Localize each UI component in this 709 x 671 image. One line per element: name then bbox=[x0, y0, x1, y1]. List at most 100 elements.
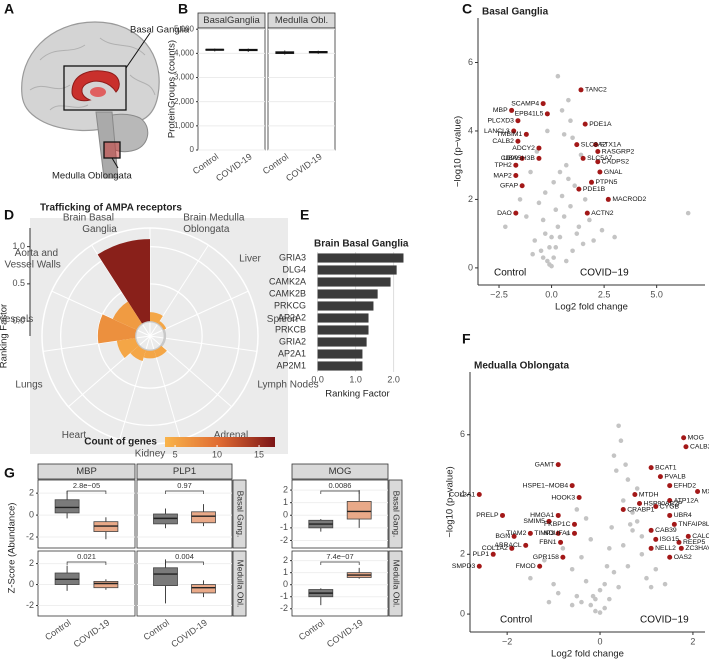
panel-letter: G bbox=[4, 465, 15, 481]
point bbox=[580, 241, 586, 247]
box bbox=[191, 511, 216, 524]
box bbox=[93, 581, 119, 589]
point bbox=[653, 566, 659, 572]
bar bbox=[317, 325, 369, 335]
y-tick-label: 1 bbox=[283, 567, 288, 577]
gene-label: BGN bbox=[495, 533, 510, 540]
point bbox=[648, 584, 654, 590]
bar bbox=[317, 253, 404, 263]
significant-point bbox=[681, 435, 687, 441]
gene-label: MACROD2 bbox=[612, 196, 646, 203]
y-tick-label: 0 bbox=[283, 510, 288, 520]
y-tick-label: 0 bbox=[29, 509, 34, 519]
category-label: PRKCG bbox=[274, 300, 306, 310]
significance-bracket bbox=[66, 490, 107, 494]
significant-point bbox=[540, 101, 546, 107]
point bbox=[616, 423, 621, 429]
y-axis-title: Z-Score (Abundance) bbox=[7, 503, 18, 594]
x-tick-label: 0 bbox=[598, 636, 603, 646]
colorbar-tick-label: 15 bbox=[254, 449, 264, 459]
category-label: Lymph Nodes bbox=[257, 380, 318, 391]
point bbox=[612, 234, 617, 240]
gene-label: ISG15 bbox=[660, 536, 679, 543]
significant-point bbox=[685, 533, 691, 539]
gene-label: MOG bbox=[688, 435, 704, 442]
significant-point bbox=[558, 539, 564, 545]
gene-label: GAMT bbox=[535, 461, 555, 468]
point bbox=[616, 584, 621, 590]
point bbox=[542, 190, 548, 195]
box bbox=[153, 567, 178, 586]
significant-point bbox=[511, 533, 517, 539]
point bbox=[587, 217, 592, 223]
bar bbox=[317, 277, 391, 287]
gene-label: CRABP1 bbox=[627, 506, 654, 513]
significant-point bbox=[519, 155, 525, 161]
category-label: PRKCB bbox=[275, 324, 306, 334]
leader-line bbox=[125, 32, 151, 69]
y-tick-label: 1,000 bbox=[174, 121, 195, 130]
panel-letter: B bbox=[178, 1, 188, 17]
significant-point bbox=[515, 118, 521, 124]
significant-point bbox=[676, 539, 682, 545]
bar bbox=[317, 265, 397, 275]
bar bbox=[317, 361, 363, 371]
p-value-label: 7.4e−07 bbox=[326, 552, 353, 561]
polar-bar bbox=[130, 345, 146, 362]
point bbox=[599, 227, 605, 233]
y-axis-title: ProteinGroups (counts) bbox=[167, 40, 178, 138]
gene-label: TMBIM1 bbox=[497, 131, 523, 138]
colorbar bbox=[165, 437, 275, 447]
basal-ganglia-region bbox=[71, 70, 120, 102]
highlight-box bbox=[103, 141, 121, 159]
chart-title: Brain Basal Ganglia bbox=[314, 239, 409, 250]
gene-label: FBN1 bbox=[539, 539, 557, 546]
point bbox=[532, 238, 538, 243]
gene-label: MBP bbox=[493, 107, 508, 114]
gene-label: TIMP3 bbox=[534, 530, 554, 537]
point bbox=[555, 224, 561, 230]
significant-point bbox=[678, 545, 684, 551]
gene-label: DAO bbox=[497, 210, 512, 217]
gene-label: FKBP1C bbox=[544, 521, 571, 528]
significant-point bbox=[555, 530, 561, 536]
point bbox=[604, 563, 610, 569]
y-tick-label: 1.0 bbox=[12, 241, 25, 251]
significance-bracket bbox=[165, 561, 204, 565]
point bbox=[574, 507, 580, 512]
point bbox=[572, 183, 577, 189]
point bbox=[569, 566, 575, 572]
gene-label: PLCXD3 bbox=[487, 117, 514, 124]
point bbox=[630, 510, 635, 515]
x-tick-label: 2 bbox=[690, 636, 695, 646]
gene-label: SLC8A2 bbox=[581, 141, 607, 148]
x-tick-label: 0.0 bbox=[311, 374, 324, 384]
point bbox=[553, 207, 559, 212]
point bbox=[561, 214, 567, 219]
facet-label: BasalGanglia bbox=[203, 15, 260, 26]
significant-point bbox=[589, 179, 594, 185]
gene-label: CADPS2 bbox=[602, 159, 629, 166]
significant-point bbox=[536, 155, 542, 161]
gene-label: LANCL3 bbox=[484, 128, 510, 135]
point bbox=[574, 593, 580, 599]
gene-label: CALB2 bbox=[690, 444, 709, 451]
polar-bar bbox=[150, 312, 163, 324]
point bbox=[662, 581, 668, 587]
category-label: Aorta and Vessel Walls bbox=[4, 248, 60, 271]
point bbox=[582, 197, 588, 202]
illustration-label: Basal Ganglia bbox=[130, 25, 190, 36]
gene-label: CD99 bbox=[501, 155, 519, 162]
y-tick-label: -2 bbox=[26, 600, 34, 610]
x-tick-label: 2.0 bbox=[387, 374, 400, 384]
point bbox=[555, 73, 561, 79]
point bbox=[597, 610, 603, 615]
point bbox=[644, 575, 649, 581]
significant-point bbox=[509, 107, 515, 113]
y-tick-label: 4 bbox=[468, 125, 473, 135]
point bbox=[630, 528, 635, 533]
gene-label: HMGA1 bbox=[530, 512, 554, 519]
y-tick-label: 3,000 bbox=[174, 73, 195, 82]
panel-letter: F bbox=[462, 331, 471, 347]
significant-point bbox=[648, 527, 654, 533]
